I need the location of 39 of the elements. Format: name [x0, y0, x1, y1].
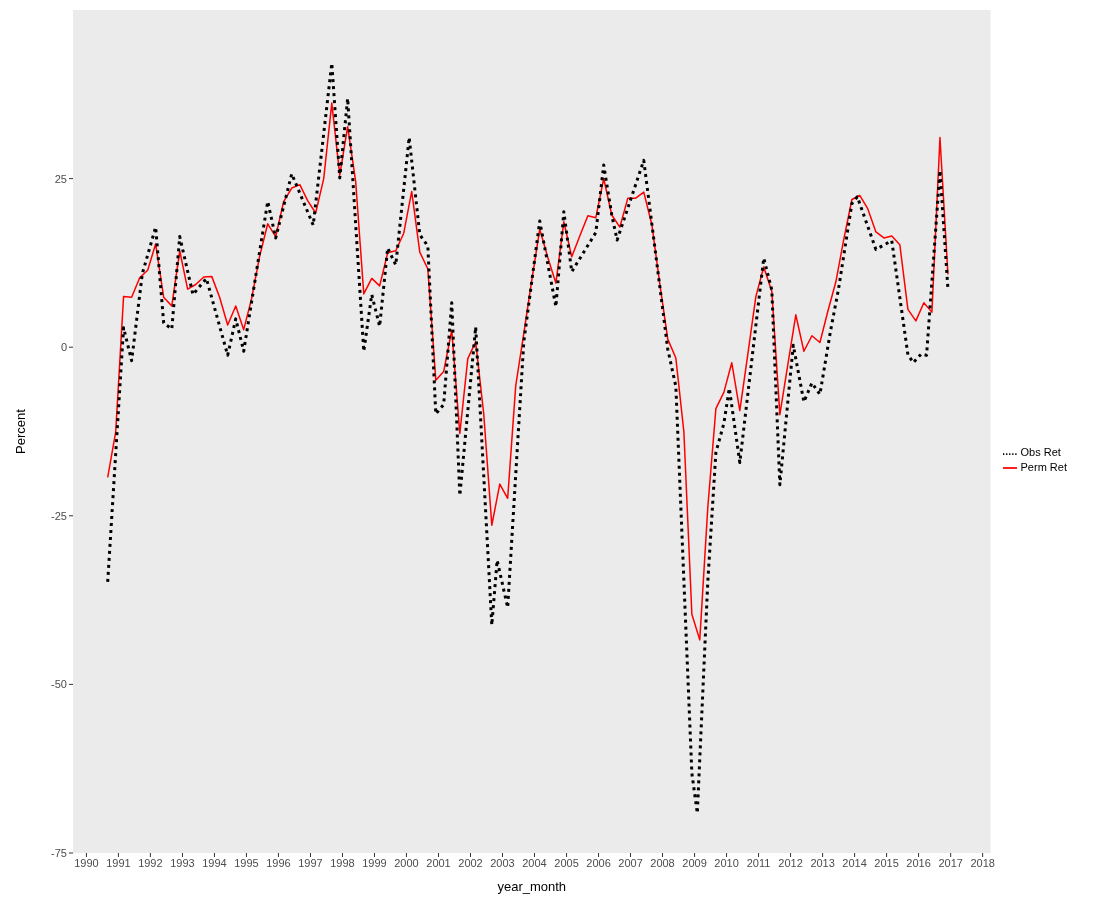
x-tick-label: 1994 — [202, 856, 227, 869]
x-tick-label: 2004 — [522, 856, 547, 869]
x-tick-label: 2005 — [554, 856, 579, 869]
x-tick-label: 1992 — [138, 856, 163, 869]
x-tick-label: 1998 — [330, 856, 355, 869]
x-tick-label: 1991 — [106, 856, 131, 869]
y-tick-label: -75 — [51, 846, 67, 859]
x-tick-label: 1997 — [298, 856, 323, 869]
legend-label: Obs Ret — [1020, 446, 1061, 459]
legend-label: Perm Ret — [1020, 460, 1067, 473]
x-axis-title: year_month — [497, 879, 567, 894]
y-tick-label: 25 — [54, 172, 67, 185]
y-axis-title: Percent — [12, 408, 28, 454]
x-tick-label: 2014 — [842, 856, 867, 869]
x-tick-label: 2003 — [490, 856, 515, 869]
x-tick-label: 2011 — [746, 856, 771, 869]
y-tick-label: 0 — [60, 341, 67, 354]
x-tick-label: 2001 — [426, 856, 451, 869]
x-tick-label: 2015 — [874, 856, 899, 869]
y-tick-label: -50 — [51, 678, 67, 691]
x-tick-label: 1999 — [362, 856, 387, 869]
x-tick-label: 2006 — [586, 856, 611, 869]
x-tick-label: 1993 — [170, 856, 195, 869]
x-tick-label: 2009 — [682, 856, 707, 869]
x-tick-label: 2000 — [394, 856, 419, 869]
x-tick-label: 1996 — [266, 856, 291, 869]
x-tick-label: 1990 — [74, 856, 99, 869]
x-tick-label: 2002 — [458, 856, 483, 869]
x-tick-label: 2018 — [970, 856, 995, 869]
x-tick-label: 2013 — [810, 856, 835, 869]
x-tick-label: 2010 — [714, 856, 739, 869]
x-tick-label: 2012 — [778, 856, 803, 869]
y-tick-label: -25 — [51, 509, 67, 522]
x-tick-label: 2007 — [618, 856, 643, 869]
x-tick-label: 2016 — [906, 856, 931, 869]
x-tick-label: 2008 — [650, 856, 675, 869]
x-tick-label: 2017 — [938, 856, 963, 869]
x-tick-label: 1995 — [234, 856, 259, 869]
line-series — [106, 102, 949, 641]
